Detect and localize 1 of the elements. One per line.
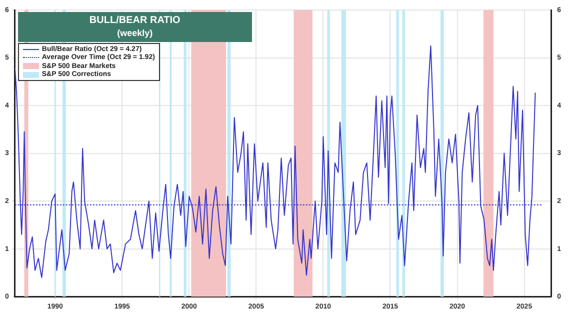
title-banner: BULL/BEAR RATIO (weekly) xyxy=(18,12,252,42)
